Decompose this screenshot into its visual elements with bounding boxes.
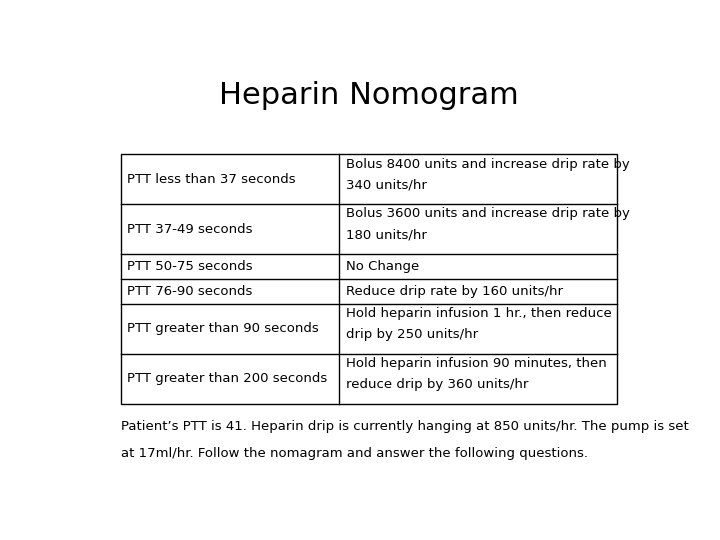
Text: No Change: No Change bbox=[346, 260, 419, 273]
Text: Hold heparin infusion 90 minutes, then
reduce drip by 360 units/hr: Hold heparin infusion 90 minutes, then r… bbox=[346, 357, 607, 391]
Text: Reduce drip rate by 160 units/hr: Reduce drip rate by 160 units/hr bbox=[346, 285, 563, 298]
Text: Bolus 3600 units and increase drip rate by
180 units/hr: Bolus 3600 units and increase drip rate … bbox=[346, 207, 630, 241]
Text: PTT 37-49 seconds: PTT 37-49 seconds bbox=[127, 222, 253, 235]
Text: Patient’s PTT is 41. Heparin drip is currently hanging at 850 units/hr. The pump: Patient’s PTT is 41. Heparin drip is cur… bbox=[121, 420, 688, 433]
Text: PTT less than 37 seconds: PTT less than 37 seconds bbox=[127, 173, 296, 186]
Text: Heparin Nomogram: Heparin Nomogram bbox=[219, 82, 519, 111]
Text: at 17ml/hr. Follow the nomagram and answer the following questions.: at 17ml/hr. Follow the nomagram and answ… bbox=[121, 447, 588, 460]
Text: PTT greater than 200 seconds: PTT greater than 200 seconds bbox=[127, 372, 328, 385]
Text: Hold heparin infusion 1 hr., then reduce
drip by 250 units/hr: Hold heparin infusion 1 hr., then reduce… bbox=[346, 307, 612, 341]
Text: PTT 50-75 seconds: PTT 50-75 seconds bbox=[127, 260, 253, 273]
Text: PTT 76-90 seconds: PTT 76-90 seconds bbox=[127, 285, 253, 298]
Text: PTT greater than 90 seconds: PTT greater than 90 seconds bbox=[127, 322, 319, 335]
Text: Bolus 8400 units and increase drip rate by
340 units/hr: Bolus 8400 units and increase drip rate … bbox=[346, 158, 630, 192]
